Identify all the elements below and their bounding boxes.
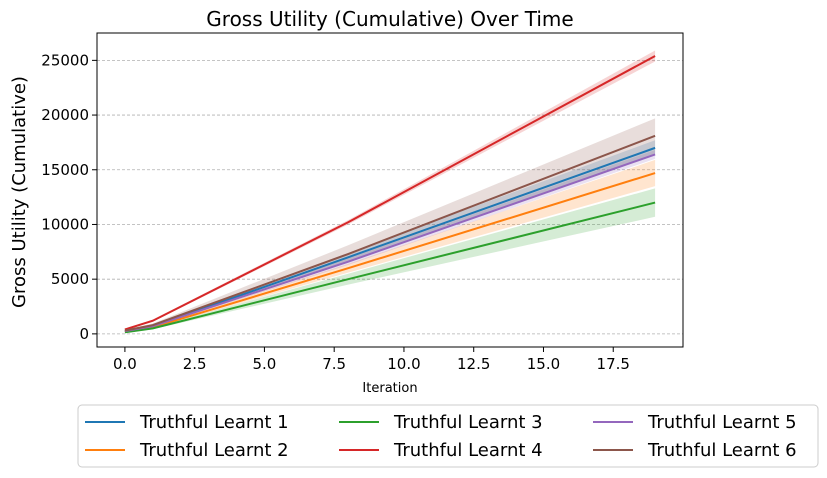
legend-label: Truthful Learnt 1: [139, 412, 289, 433]
x-tick-label: 2.5: [183, 355, 207, 373]
y-tick-label: 25000: [41, 51, 89, 69]
x-axis-ticks: 0.0 2.5 5.0 7.5 10.0 12.5 15.0 17.5: [113, 347, 630, 373]
legend-frame: [77, 404, 819, 468]
series-line: [124, 134, 656, 332]
series-lines: [124, 55, 656, 334]
legend-label: Truthful Learnt 6: [647, 440, 797, 461]
x-tick-label: 15.0: [527, 355, 560, 373]
x-tick-label: 5.0: [252, 355, 276, 373]
plot-area-frame: [96, 32, 684, 348]
confidence-bands: [124, 50, 656, 333]
chart-title: Gross Utility (Cumulative) Over Time: [206, 7, 573, 31]
legend-label: Truthful Learnt 3: [393, 412, 543, 433]
y-tick-label: 10000: [41, 215, 89, 233]
x-tick-label: 12.5: [457, 355, 490, 373]
x-axis-label: Iteration: [362, 381, 417, 396]
y-tick-label: 15000: [41, 161, 89, 179]
series-line: [124, 55, 656, 331]
y-tick-label: 0: [79, 325, 89, 343]
y-axis-ticks: 0 5000 10000 15000 20000 25000: [41, 51, 97, 343]
x-tick-label: 17.5: [597, 355, 630, 373]
legend: Truthful Learnt 1 Truthful Learnt 2 Truthf…: [77, 404, 819, 468]
x-tick-label: 10.0: [387, 355, 420, 373]
series-line: [124, 201, 656, 334]
y-axis-label: Gross Utility (Cumulative): [9, 76, 30, 308]
legend-label: Truthful Learnt 2: [139, 440, 289, 461]
grid-lines: [97, 59, 683, 335]
legend-label: Truthful Learnt 4: [393, 440, 543, 461]
y-tick-label: 20000: [41, 106, 89, 124]
legend-items: Truthful Learnt 1 Truthful Learnt 2 Truthf…: [85, 412, 797, 461]
x-tick-label: 0.0: [113, 355, 137, 373]
legend-label: Truthful Learnt 5: [647, 412, 797, 433]
y-tick-label: 5000: [51, 270, 89, 288]
x-tick-label: 7.5: [322, 355, 346, 373]
